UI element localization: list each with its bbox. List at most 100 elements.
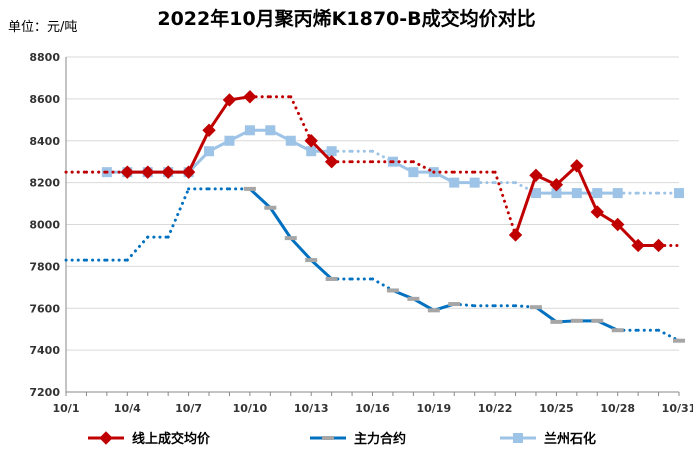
data-point [529,305,542,310]
y-tick-label: 7400 [29,344,60,357]
grid-lines [66,56,679,351]
legend: 线上成交均价 主力合约 兰州石化 [88,431,596,447]
x-tick-label: 10/13 [294,402,329,415]
series-segment [187,128,211,174]
data-point [408,167,419,178]
series-segment [289,95,313,143]
data-point [204,146,215,157]
y-tick-label: 7200 [29,386,60,399]
data-point [202,123,216,137]
data-point [427,308,440,313]
data-point [325,276,338,281]
data-point [244,125,255,136]
series-segment [309,139,334,164]
series-1 [64,186,685,343]
y-tick-label: 7600 [29,302,60,315]
x-tick-label: 10/19 [416,402,451,415]
data-point [571,188,582,199]
data-point [243,90,257,104]
x-axis-ticks: 10/1 10/4 10/7 10/10 10/13 10/16 10/19 10/22 10/… [53,402,693,415]
data-point [284,236,297,241]
y-tick-label: 8600 [29,93,60,106]
data-point [324,154,339,169]
series-segment [534,305,558,324]
x-tick-label: 10/22 [478,402,513,415]
y-tick-label: 8800 [29,51,60,64]
data-point [243,186,256,191]
x-tick-label: 10/28 [600,402,635,415]
legend-label: 主力合约 [354,431,406,447]
data-point [590,205,604,219]
data-point [673,338,685,343]
data-point [407,296,420,301]
series-segment [616,223,640,247]
data-point [651,238,666,253]
data-point [570,159,584,173]
data-point [326,146,337,157]
series-0 [64,90,681,253]
data-point [551,188,562,199]
data-point [265,125,276,136]
series-2 [64,125,684,199]
series-segment [411,160,436,174]
legend-item-0: 线上成交均价 [88,431,211,447]
data-point [161,165,175,179]
series-segment [575,164,599,214]
data-point [120,165,135,179]
data-point [591,318,604,323]
series-segment [309,258,334,281]
y-axis-ticks: 7200 7400 7600 7800 8000 8200 8400 8600 8800 [29,51,60,399]
data-point [530,188,541,199]
series-segment [125,235,150,262]
axes [65,57,680,396]
data-point [222,93,237,107]
data-point [99,431,113,445]
series-segment [166,187,191,239]
legend-label: 兰州石化 [544,431,596,447]
legend-item-2: 兰州石化 [500,431,596,447]
y-tick-label: 8400 [29,135,60,148]
series-segment [289,236,313,262]
data-point [285,135,296,146]
x-tick-label: 10/16 [355,402,390,415]
data-point [469,177,480,188]
data-point [304,134,318,148]
x-tick-label: 10/1 [53,402,80,415]
data-point [674,188,684,199]
data-point [570,318,583,323]
y-tick-label: 7800 [29,260,60,273]
y-tick-label: 8200 [29,177,60,190]
x-tick-label: 10/7 [175,402,202,415]
data-point [141,165,155,179]
data-point [550,319,563,324]
unit-label: 单位：元/吨 [8,20,78,35]
series-group [64,90,685,343]
data-point [508,228,523,242]
data-point [513,433,523,443]
x-tick-label: 10/31 [662,402,693,415]
series-segment [268,206,293,240]
series-segment [248,187,272,210]
x-tick-label: 10/25 [539,402,574,415]
data-point [449,177,460,188]
data-point [610,217,625,232]
chart-title: 2022年10月聚丙烯K1870-B成交均价对比 [157,8,536,30]
data-point [306,146,317,157]
data-point [529,168,543,183]
data-point [181,165,196,179]
data-point [224,135,235,146]
data-point [305,258,318,263]
series-segment [493,170,518,237]
data-point [631,238,645,253]
data-point [592,188,603,199]
legend-label: 线上成交均价 [132,431,211,447]
legend-item-1: 主力合约 [310,431,406,447]
data-point [386,288,399,293]
data-point [448,302,461,307]
data-point [264,205,277,210]
x-tick-label: 10/10 [233,402,268,415]
y-tick-label: 8000 [29,219,60,232]
data-point [322,436,334,440]
series-segment [514,173,538,237]
